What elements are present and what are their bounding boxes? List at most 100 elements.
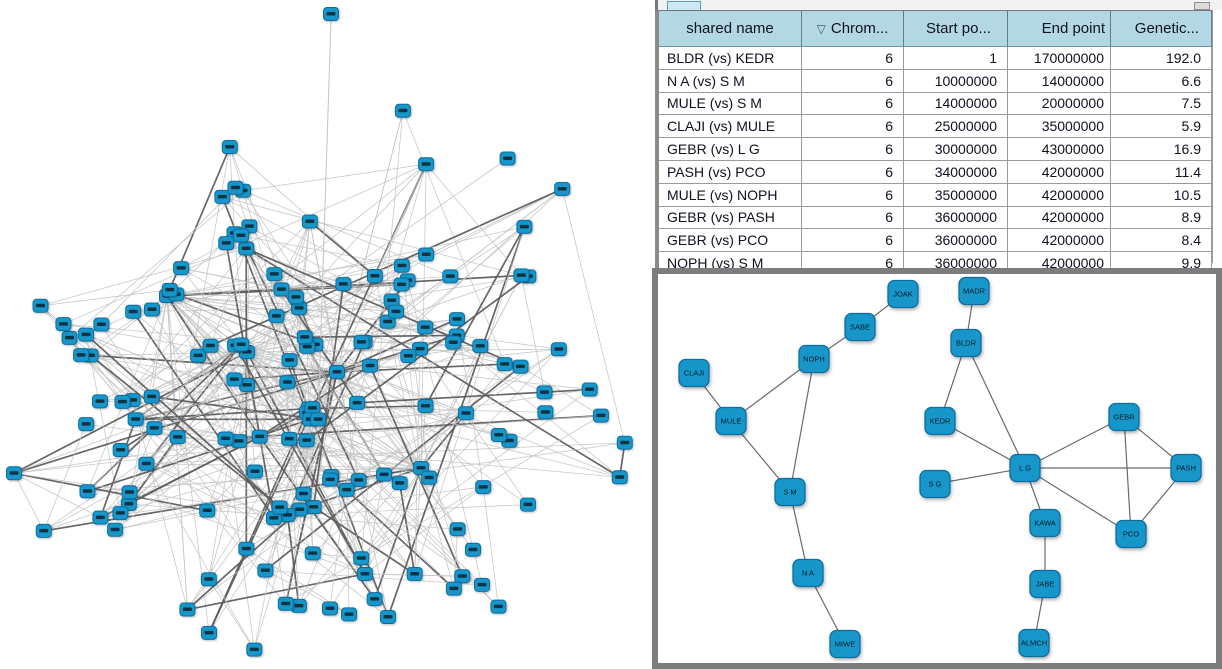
network-node[interactable]	[417, 398, 434, 413]
network-node[interactable]	[200, 572, 217, 587]
network-node[interactable]	[73, 348, 90, 363]
network-node-n-a[interactable]: N A	[792, 558, 824, 588]
network-node[interactable]	[581, 382, 598, 397]
network-node[interactable]	[335, 277, 352, 292]
node-shape[interactable]	[1009, 453, 1041, 483]
network-node[interactable]	[366, 269, 383, 284]
network-node[interactable]	[79, 484, 96, 499]
network-node[interactable]	[412, 341, 429, 356]
network-node[interactable]	[349, 395, 366, 410]
network-node-pash[interactable]: PASH	[1170, 453, 1202, 483]
network-node-s-g[interactable]: S G	[919, 469, 951, 499]
network-node[interactable]	[406, 567, 423, 582]
network-node[interactable]	[279, 375, 296, 390]
network-node[interactable]	[338, 482, 355, 497]
node-shape[interactable]	[1029, 569, 1061, 599]
network-node[interactable]	[287, 290, 304, 305]
node-shape[interactable]	[1108, 402, 1140, 432]
network-node[interactable]	[246, 642, 263, 657]
network-node[interactable]	[112, 443, 129, 458]
table-row[interactable]: MULE (vs) S M 6 14000000 20000000 7.5	[659, 92, 1212, 116]
network-node[interactable]	[202, 338, 219, 353]
network-node[interactable]	[341, 607, 358, 622]
network-node[interactable]	[273, 282, 290, 297]
table-scrollbar-track[interactable]	[1212, 10, 1222, 263]
network-node[interactable]	[221, 140, 238, 155]
network-node[interactable]	[217, 431, 234, 446]
network-node[interactable]	[125, 304, 142, 319]
network-node[interactable]	[475, 480, 492, 495]
network-node-l-g[interactable]: L G	[1009, 453, 1041, 483]
network-node[interactable]	[448, 312, 465, 327]
node-shape[interactable]	[792, 558, 824, 588]
network-node[interactable]	[199, 503, 216, 518]
network-node[interactable]	[127, 412, 144, 427]
network-node[interactable]	[304, 546, 321, 561]
node-shape[interactable]	[678, 358, 710, 388]
network-node[interactable]	[201, 625, 218, 640]
node-shape[interactable]	[1170, 453, 1202, 483]
network-node-sabe[interactable]: SABE	[844, 312, 876, 342]
network-node-jabe[interactable]: JABE	[1029, 569, 1061, 599]
main-network-canvas[interactable]	[0, 0, 652, 669]
network-node[interactable]	[144, 302, 161, 317]
network-node[interactable]	[519, 497, 536, 512]
network-node-kawa[interactable]: KAWA	[1029, 508, 1061, 538]
network-node[interactable]	[91, 394, 108, 409]
network-node[interactable]	[295, 486, 312, 501]
network-node[interactable]	[6, 466, 22, 481]
table-scrollbar-stub[interactable]	[1194, 2, 1210, 10]
network-node[interactable]	[356, 566, 373, 581]
network-node[interactable]	[226, 372, 243, 387]
network-node[interactable]	[537, 405, 554, 420]
node-shape[interactable]	[829, 629, 861, 659]
network-node[interactable]	[78, 417, 95, 432]
table-row[interactable]: GEBR (vs) PASH 6 36000000 42000000 8.9	[659, 206, 1212, 230]
network-node-bldr[interactable]: BLDR	[950, 328, 982, 358]
node-shape[interactable]	[798, 344, 830, 374]
network-node[interactable]	[114, 394, 131, 409]
network-node[interactable]	[78, 327, 95, 342]
node-shape[interactable]	[844, 312, 876, 342]
table-row[interactable]: N A (vs) S M 6 10000000 14000000 6.6	[659, 69, 1212, 93]
network-node-claji[interactable]: CLAJI	[678, 358, 710, 388]
network-node[interactable]	[512, 359, 529, 374]
network-node[interactable]	[271, 500, 288, 515]
network-node[interactable]	[464, 542, 481, 557]
node-shape[interactable]	[887, 279, 919, 309]
network-node[interactable]	[496, 357, 513, 372]
network-node-madr[interactable]: MADR	[958, 276, 990, 306]
network-node[interactable]	[169, 430, 186, 445]
node-shape[interactable]	[919, 469, 951, 499]
network-node[interactable]	[251, 429, 268, 444]
network-node[interactable]	[93, 317, 110, 332]
network-node[interactable]	[281, 431, 298, 446]
network-node-gebr[interactable]: GEBR	[1108, 402, 1140, 432]
network-node[interactable]	[61, 330, 78, 345]
network-node[interactable]	[107, 522, 124, 537]
network-node[interactable]	[353, 335, 370, 350]
network-node[interactable]	[445, 335, 462, 350]
network-node[interactable]	[277, 596, 294, 611]
column-header-chromosome[interactable]: ▽ Chrom...	[802, 11, 904, 46]
table-row[interactable]: MULE (vs) NOPH 6 35000000 42000000 10.5	[659, 183, 1212, 207]
network-node[interactable]	[421, 470, 438, 485]
sub-network-canvas[interactable]: JOAK SABE NOPH CLAJI MULE S M N A MIWE MADR BLDR K…	[658, 274, 1216, 663]
node-shape[interactable]	[1018, 628, 1050, 658]
network-node[interactable]	[393, 277, 410, 292]
network-node-mule[interactable]: MULE	[715, 406, 747, 436]
node-shape[interactable]	[715, 406, 747, 436]
network-node[interactable]	[353, 551, 370, 566]
column-header-shared-name[interactable]: shared name	[659, 11, 802, 46]
network-node[interactable]	[418, 157, 435, 172]
network-node[interactable]	[301, 214, 318, 229]
network-node[interactable]	[550, 342, 567, 357]
column-header-end-point[interactable]: End point	[1008, 11, 1111, 46]
network-node[interactable]	[246, 464, 263, 479]
network-node[interactable]	[179, 602, 196, 617]
network-node[interactable]	[321, 601, 338, 616]
network-node[interactable]	[112, 506, 129, 521]
network-node[interactable]	[35, 523, 52, 538]
network-node[interactable]	[350, 473, 367, 488]
table-tab-stub[interactable]	[667, 1, 701, 10]
